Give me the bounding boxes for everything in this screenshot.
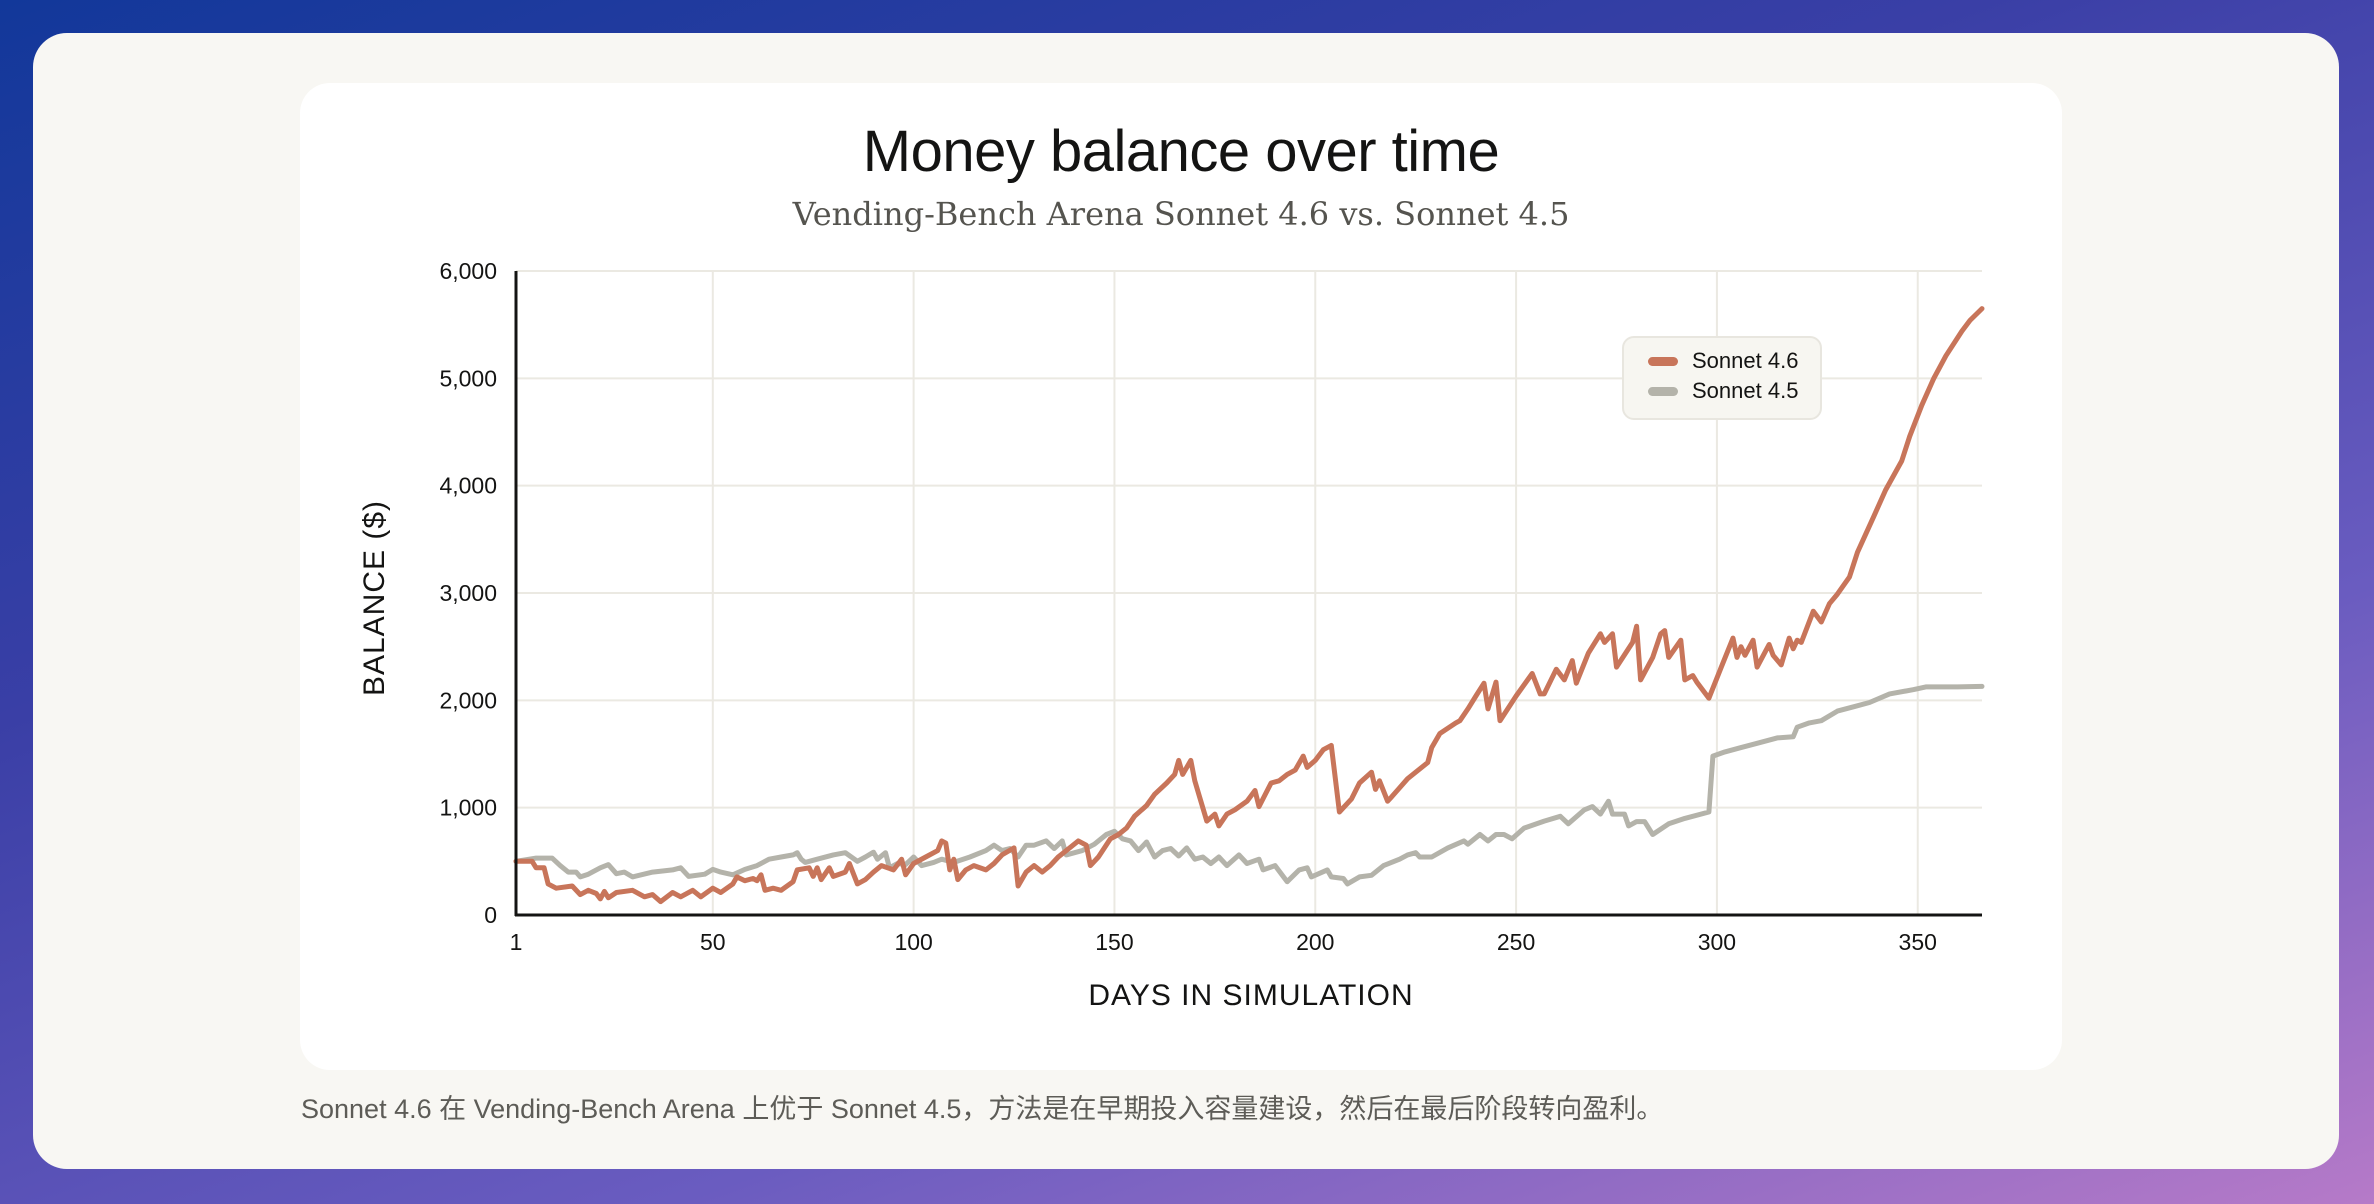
caption: Sonnet 4.6 在 Vending-Bench Arena 上优于 Son…: [301, 1094, 1664, 1124]
x-tick-label: 50: [700, 929, 726, 955]
x-axis-title: DAYS IN SIMULATION: [1088, 979, 1414, 1012]
y-tick-label: 6,000: [439, 258, 497, 284]
x-tick-label: 300: [1698, 929, 1736, 955]
x-tick-label: 100: [894, 929, 932, 955]
x-tick-label: 250: [1497, 929, 1535, 955]
legend-label: Sonnet 4.5: [1692, 378, 1799, 403]
legend-label: Sonnet 4.6: [1692, 348, 1799, 373]
series-line-sonnet-4-5: [513, 683, 1985, 887]
x-tick-label: 150: [1095, 929, 1133, 955]
x-tick-label: 350: [1899, 929, 1937, 955]
y-tick-label: 1,000: [439, 795, 497, 821]
chart-subtitle: Vending-Bench Arena Sonnet 4.6 vs. Sonne…: [792, 195, 1570, 233]
y-axis-title: BALANCE ($): [358, 499, 391, 697]
y-tick-label: 0: [484, 902, 497, 928]
legend-item-sonnet-4-5: Sonnet 4.5: [1648, 378, 1798, 404]
y-tick-label: 4,000: [439, 473, 497, 499]
chart-panel: [300, 83, 2062, 1070]
y-tick-label: 5,000: [439, 365, 497, 391]
legend: Sonnet 4.6 Sonnet 4.5: [1622, 336, 1822, 420]
legend-item-sonnet-4-6: Sonnet 4.6: [1648, 348, 1798, 374]
series-line-sonnet-4-6: [513, 306, 1985, 905]
x-tick-label: 200: [1296, 929, 1334, 955]
legend-swatch: [1648, 386, 1678, 396]
y-tick-label: 3,000: [439, 580, 497, 606]
y-tick-label: 2,000: [439, 687, 497, 713]
x-tick-label: 1: [510, 929, 523, 955]
legend-swatch: [1648, 356, 1678, 366]
chart-title: Money balance over time: [862, 119, 1500, 184]
